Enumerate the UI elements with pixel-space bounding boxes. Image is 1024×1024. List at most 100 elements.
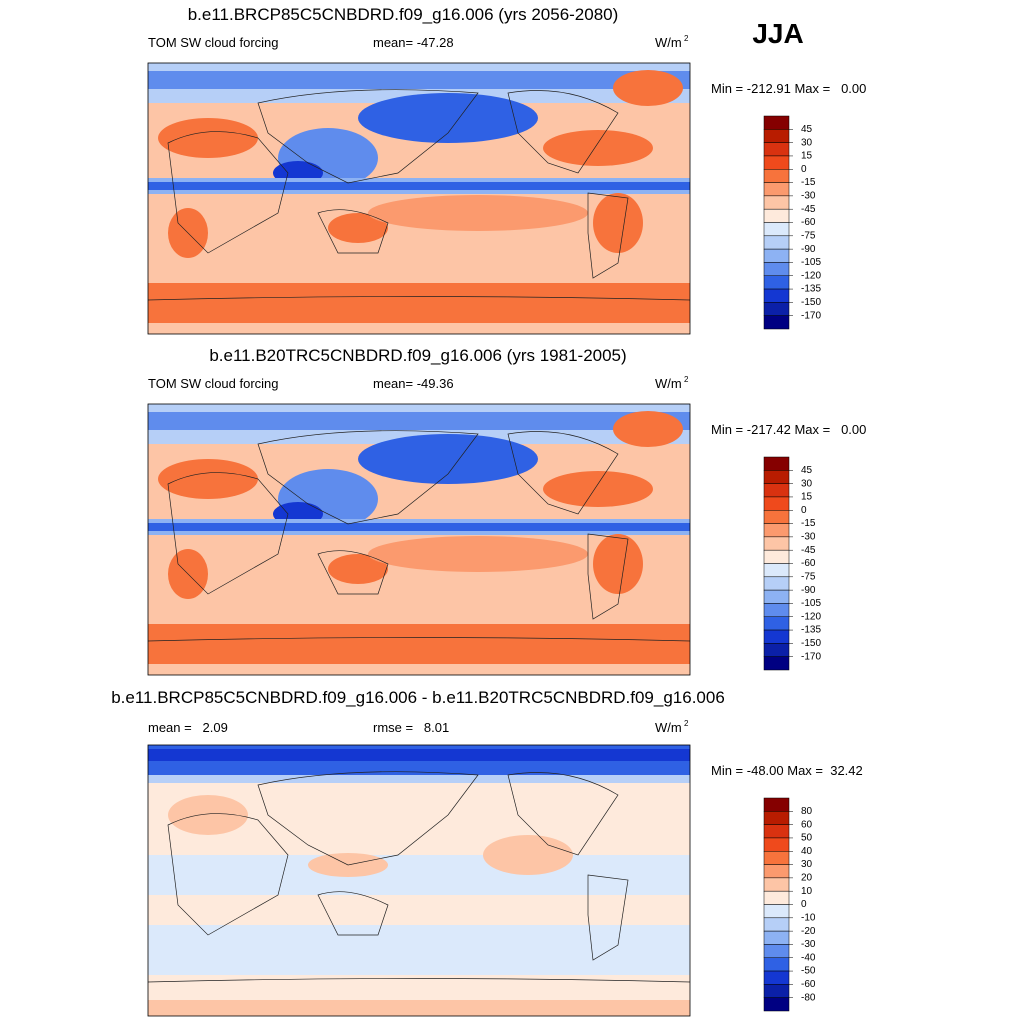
colorbar-label: -75: [801, 230, 816, 241]
colorbar-label: -90: [801, 585, 816, 596]
colorbar-label: 45: [801, 124, 813, 135]
colorbar-box: [763, 877, 790, 892]
colorbar-label: -75: [801, 571, 816, 582]
colorbar-label: -60: [801, 217, 816, 228]
colorbar-box: [763, 576, 790, 591]
colorbar-box: [763, 536, 790, 551]
colorbar-box: [763, 563, 790, 578]
colorbar-box: [763, 302, 790, 316]
min-max: Min = -48.00 Max = 32.42: [711, 763, 863, 778]
colorbar-box: [763, 523, 790, 538]
colorbar-box: [763, 837, 790, 852]
colorbar-label: -30: [801, 939, 816, 950]
colorbar-label: -45: [801, 204, 816, 215]
colorbar-box: [763, 890, 790, 905]
colorbar-label: -170: [801, 651, 821, 662]
map-frame: [147, 744, 691, 1017]
colorbar-box: [763, 997, 790, 1012]
colorbar-label: 15: [801, 492, 813, 503]
colorbar-box: [763, 629, 790, 644]
map-frame: [147, 403, 691, 676]
min-max: Min = -212.91 Max = 0.00: [711, 81, 866, 96]
panel-title: b.e11.BRCP85C5CNBDRD.f09_g16.006 - b.e11…: [111, 688, 725, 707]
colorbar-label: -120: [801, 611, 821, 622]
colorbar-label: -15: [801, 177, 816, 188]
left-label: TOM SW cloud forcing: [148, 376, 279, 391]
colorbar-label: -10: [801, 912, 816, 923]
colorbar-label: -45: [801, 545, 816, 556]
colorbar-box: [763, 235, 790, 250]
colorbar-box: [763, 483, 790, 498]
colorbar-label: -150: [801, 297, 821, 308]
map: [148, 63, 690, 334]
colorbar-box: [763, 797, 790, 812]
colorbar-label: 10: [801, 886, 813, 897]
colorbar-label: 30: [801, 859, 813, 870]
colorbar-box: [763, 115, 790, 130]
units-exponent: 2: [684, 719, 689, 728]
colorbar-box: [763, 656, 790, 671]
colorbar-label: -60: [801, 979, 816, 990]
colorbar-box: [763, 944, 790, 958]
units-exponent: 2: [684, 375, 689, 384]
colorbar-box: [763, 275, 790, 290]
colorbar-label: -170: [801, 310, 821, 321]
colorbar-label: 80: [801, 806, 813, 817]
colorbar-box: [763, 169, 790, 183]
panel: b.e11.B20TRC5CNBDRD.f09_g16.006 (yrs 198…: [147, 346, 866, 676]
colorbar-box: [763, 864, 790, 879]
colorbar-label: -105: [801, 598, 821, 609]
colorbar-label: -105: [801, 257, 821, 268]
colorbar-box: [763, 208, 790, 223]
center-label: rmse = 8.01: [373, 720, 449, 735]
panels: b.e11.BRCP85C5CNBDRD.f09_g16.006 (yrs 20…: [111, 5, 866, 1017]
colorbar-label: -30: [801, 191, 816, 202]
units: W/m: [655, 720, 682, 735]
colorbar-label: 30: [801, 137, 813, 148]
colorbar-box: [763, 155, 790, 170]
colorbar-label: -80: [801, 992, 816, 1003]
colorbar-label: -60: [801, 558, 816, 569]
colorbar-label: -15: [801, 518, 816, 529]
colorbar-box: [763, 984, 790, 998]
colorbar-box: [763, 970, 790, 985]
colorbar-label: -90: [801, 244, 816, 255]
colorbar-box: [763, 917, 790, 932]
colorbar-box: [763, 510, 790, 524]
colorbar-box: [763, 248, 790, 263]
left-label: mean = 2.09: [148, 720, 228, 735]
colorbar-box: [763, 315, 790, 330]
panel-title: b.e11.B20TRC5CNBDRD.f09_g16.006 (yrs 198…: [209, 346, 626, 365]
colorbar-box: [763, 222, 790, 237]
units: W/m: [655, 35, 682, 50]
colorbar-label: 45: [801, 465, 813, 476]
colorbar-box: [763, 182, 790, 197]
colorbar-box: [763, 930, 790, 945]
panel: b.e11.BRCP85C5CNBDRD.f09_g16.006 - b.e11…: [111, 688, 863, 1017]
units: W/m: [655, 376, 682, 391]
colorbar-label: -30: [801, 532, 816, 543]
colorbar-box: [763, 142, 790, 157]
colorbar-box: [763, 851, 790, 865]
colorbar-label: -135: [801, 625, 821, 636]
colorbar-label: -50: [801, 966, 816, 977]
colorbar-label: 0: [801, 505, 807, 516]
map: [148, 404, 690, 675]
season-label: JJA: [752, 18, 803, 49]
colorbar-label: -135: [801, 284, 821, 295]
colorbar-box: [763, 129, 790, 143]
colorbar-label: 20: [801, 873, 813, 884]
min-max: Min = -217.42 Max = 0.00: [711, 422, 866, 437]
colorbar-label: 0: [801, 164, 807, 175]
colorbar-label: -120: [801, 270, 821, 281]
colorbar-box: [763, 616, 790, 631]
colorbar-box: [763, 195, 790, 210]
colorbar-box: [763, 470, 790, 484]
colorbar-box: [763, 549, 790, 564]
colorbar-label: 50: [801, 833, 813, 844]
colorbar-box: [763, 262, 790, 276]
colorbar-label: -150: [801, 638, 821, 649]
center-label: mean= -47.28: [373, 35, 454, 50]
colorbar-label: 60: [801, 819, 813, 830]
